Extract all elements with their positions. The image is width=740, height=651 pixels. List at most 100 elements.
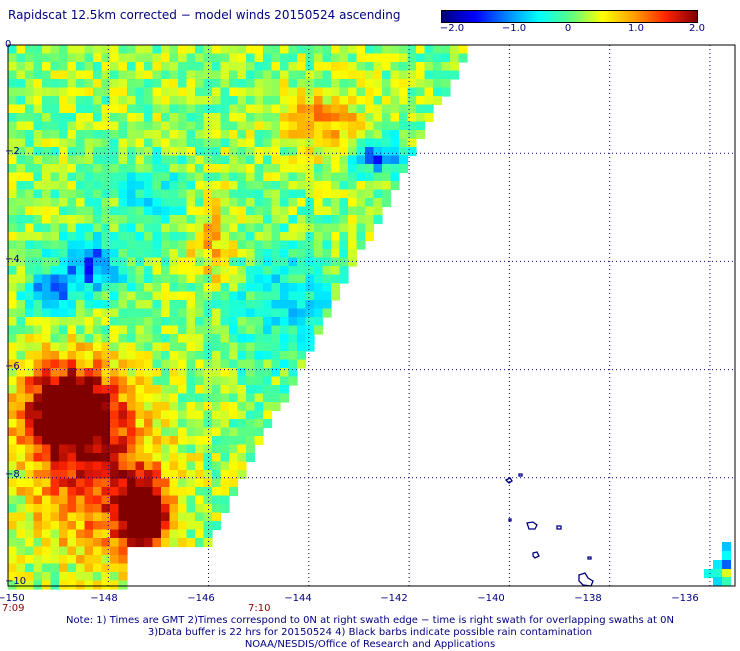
swath-cell <box>118 283 128 293</box>
swath-cell <box>314 223 324 233</box>
swath-cell <box>76 198 86 208</box>
swath-cell <box>76 461 86 471</box>
swath-cell <box>288 308 298 318</box>
swath-cell <box>280 249 290 259</box>
swath-cell <box>110 436 120 446</box>
swath-cell <box>169 427 179 437</box>
time-label: 7:09 <box>2 603 25 614</box>
swath-cell <box>195 198 205 208</box>
swath-cell <box>127 283 137 293</box>
swath-cell <box>50 580 60 590</box>
swath-cell <box>84 130 94 140</box>
swath-cell <box>127 113 137 123</box>
longitude-label: −142 <box>380 593 408 604</box>
swath-cell <box>25 487 35 497</box>
swath-cell <box>50 342 60 352</box>
swath-cell <box>186 521 196 531</box>
swath-cell <box>33 444 43 454</box>
swath-cell <box>161 342 171 352</box>
swath-cell <box>271 257 281 267</box>
swath-cell <box>237 257 247 267</box>
swath-cell <box>203 444 213 454</box>
swath-cell <box>50 172 60 182</box>
swath-cell <box>8 436 18 446</box>
swath-cell <box>127 470 137 480</box>
swath-cell <box>59 334 69 344</box>
swath-cell <box>101 223 111 233</box>
swath-cell <box>50 249 60 259</box>
swath-cell <box>161 300 171 310</box>
swath-cell <box>101 317 111 327</box>
swath-cell <box>84 53 94 63</box>
swath-cell <box>25 53 35 63</box>
swath-cell <box>161 257 171 267</box>
swath-cell <box>229 376 239 386</box>
swath-cell <box>416 113 426 123</box>
swath-cell <box>33 70 43 80</box>
swath-cell <box>67 130 77 140</box>
swath-cell <box>33 172 43 182</box>
swath-cell <box>229 172 239 182</box>
swath-cell <box>178 45 188 55</box>
swath-cell <box>169 376 179 386</box>
swath-cell <box>84 172 94 182</box>
swath-cell <box>152 172 162 182</box>
swath-cell <box>33 45 43 55</box>
swath-cell <box>220 62 230 72</box>
swath-cell <box>237 444 247 454</box>
swath-cell <box>254 291 264 301</box>
swath-cell <box>8 130 18 140</box>
swath-cell <box>76 470 86 480</box>
swath-cell <box>433 53 443 63</box>
swath-cell <box>246 113 256 123</box>
swath-cell <box>67 232 77 242</box>
swath-cell <box>169 283 179 293</box>
swath-cell <box>433 62 443 72</box>
swath-cell <box>416 79 426 89</box>
swath-cell <box>331 87 341 97</box>
swath-cell <box>382 181 392 191</box>
swath-cell <box>229 453 239 463</box>
swath-cell <box>220 172 230 182</box>
swath-cell <box>76 504 86 514</box>
swath-cell <box>169 529 179 539</box>
swath-cell <box>76 181 86 191</box>
swath-cell <box>144 470 154 480</box>
swath-cell <box>237 453 247 463</box>
swath-cell <box>110 172 120 182</box>
swath-cell <box>101 266 111 276</box>
swath-cell <box>339 172 349 182</box>
swath-cell <box>33 453 43 463</box>
swath-cell <box>101 308 111 318</box>
swath-cell <box>59 164 69 174</box>
swath-cell <box>314 198 324 208</box>
swath-cell <box>195 487 205 497</box>
swath-cell <box>237 121 247 131</box>
longitude-label: −138 <box>574 593 602 604</box>
swath-cell <box>390 104 400 114</box>
swath-cell <box>33 461 43 471</box>
swath-cell <box>271 393 281 403</box>
swath-cell <box>16 223 26 233</box>
swath-cell <box>271 215 281 225</box>
swath-cell <box>254 130 264 140</box>
swath-cell <box>339 138 349 148</box>
swath-cell <box>67 487 77 497</box>
swath-cell <box>246 325 256 335</box>
swath-cell <box>195 70 205 80</box>
swath-cell <box>178 521 188 531</box>
swath-cell <box>365 232 375 242</box>
swath-cell <box>144 130 154 140</box>
swath-cell <box>195 147 205 157</box>
swath-cell <box>25 385 35 395</box>
swath-cell <box>144 478 154 488</box>
swath-cell <box>42 87 52 97</box>
swath-cell <box>50 215 60 225</box>
swath-cell <box>42 580 52 590</box>
swath-cell <box>169 342 179 352</box>
swath-cell <box>339 249 349 259</box>
swath-cell <box>271 240 281 250</box>
swath-cell <box>339 121 349 131</box>
swath-cell <box>152 504 162 514</box>
swath-cell <box>382 104 392 114</box>
